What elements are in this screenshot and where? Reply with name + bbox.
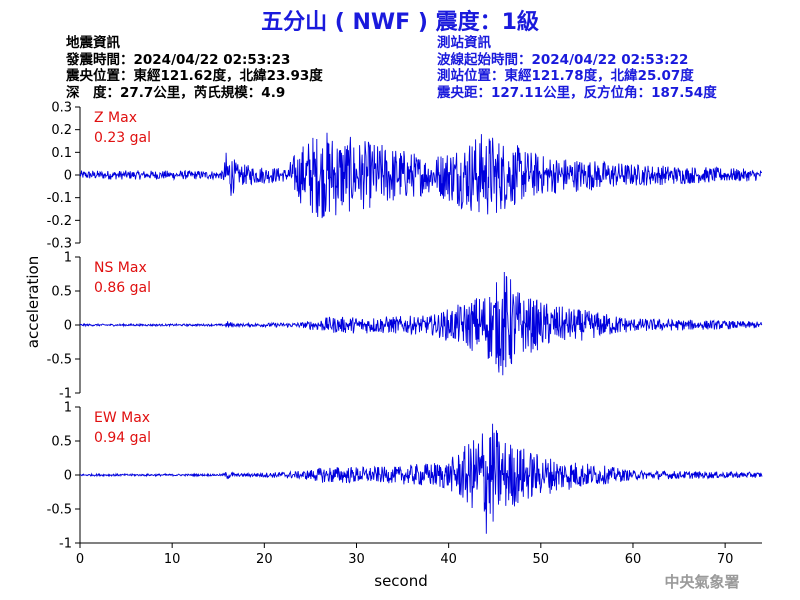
event-depth-magnitude: 深 度：27.7公里，芮氏規模：4.9 xyxy=(66,84,286,101)
x-tick-label: 50 xyxy=(533,552,550,567)
y-tick-label: -1 xyxy=(59,537,72,552)
station-start-time: 波線起始時間：2024/04/22 02:53:22 xyxy=(437,51,689,68)
y-tick-label: 0.1 xyxy=(51,146,72,161)
y-tick-label: -1 xyxy=(59,387,72,402)
waveform-ns xyxy=(79,271,763,376)
x-axis-title: second xyxy=(374,572,428,590)
x-tick-label: 0 xyxy=(76,552,84,567)
y-axis-title: acceleration xyxy=(24,256,42,348)
max-value-ns: 0.86 gal xyxy=(94,280,151,296)
y-tick-label: 0.2 xyxy=(51,123,72,138)
event-origin-time: 發震時間：2024/04/22 02:53:23 xyxy=(66,51,291,68)
max-label-ew: EW Max xyxy=(94,410,150,426)
event-epicenter: 震央位置：東經121.62度，北緯23.93度 xyxy=(66,68,323,84)
agency-watermark: 中央氣象署 xyxy=(664,573,739,591)
y-tick-label: 0.3 xyxy=(51,101,72,116)
station-info-block: 測站資訊 波線起始時間：2024/04/22 02:53:22 測站位置：東經1… xyxy=(437,35,717,101)
y-tick-label: -0.3 xyxy=(47,237,72,252)
y-tick-label: -0.5 xyxy=(47,353,72,368)
max-label-z: Z Max xyxy=(94,110,137,126)
waveform-ew xyxy=(79,423,763,534)
max-label-ns: NS Max xyxy=(94,260,147,276)
y-tick-label: 1 xyxy=(64,401,72,416)
waveform-z xyxy=(79,132,762,219)
max-value-ew: 0.94 gal xyxy=(94,430,151,446)
x-tick-label: 60 xyxy=(625,552,642,567)
x-tick-label: 40 xyxy=(440,552,457,567)
x-tick-label: 20 xyxy=(256,552,273,567)
event-info-block: 地震資訊 發震時間：2024/04/22 02:53:23 震央位置：東經121… xyxy=(66,35,323,101)
station-location: 測站位置：東經121.78度，北緯25.07度 xyxy=(437,68,694,84)
y-tick-label: 0 xyxy=(64,469,72,484)
y-tick-label: -0.2 xyxy=(47,214,72,229)
x-tick-label: 30 xyxy=(348,552,365,567)
chart-title: 五分山 ( NWF ) 震度：1級 xyxy=(261,10,539,35)
x-tick-label: 10 xyxy=(164,552,181,567)
y-tick-label: 0 xyxy=(64,319,72,334)
station-distance-azimuth: 震央距：127.11公里，反方位角：187.54度 xyxy=(437,84,717,101)
y-tick-label: 0.5 xyxy=(51,435,72,450)
y-tick-label: 0 xyxy=(64,169,72,184)
y-tick-label: -0.1 xyxy=(47,191,72,206)
station-info-heading: 測站資訊 xyxy=(437,35,491,51)
event-info-heading: 地震資訊 xyxy=(66,35,120,51)
y-tick-label: -0.5 xyxy=(47,503,72,518)
max-value-z: 0.23 gal xyxy=(94,130,151,146)
x-tick-label: 70 xyxy=(717,552,734,567)
y-tick-label: 1 xyxy=(64,251,72,266)
y-tick-label: 0.5 xyxy=(51,285,72,300)
